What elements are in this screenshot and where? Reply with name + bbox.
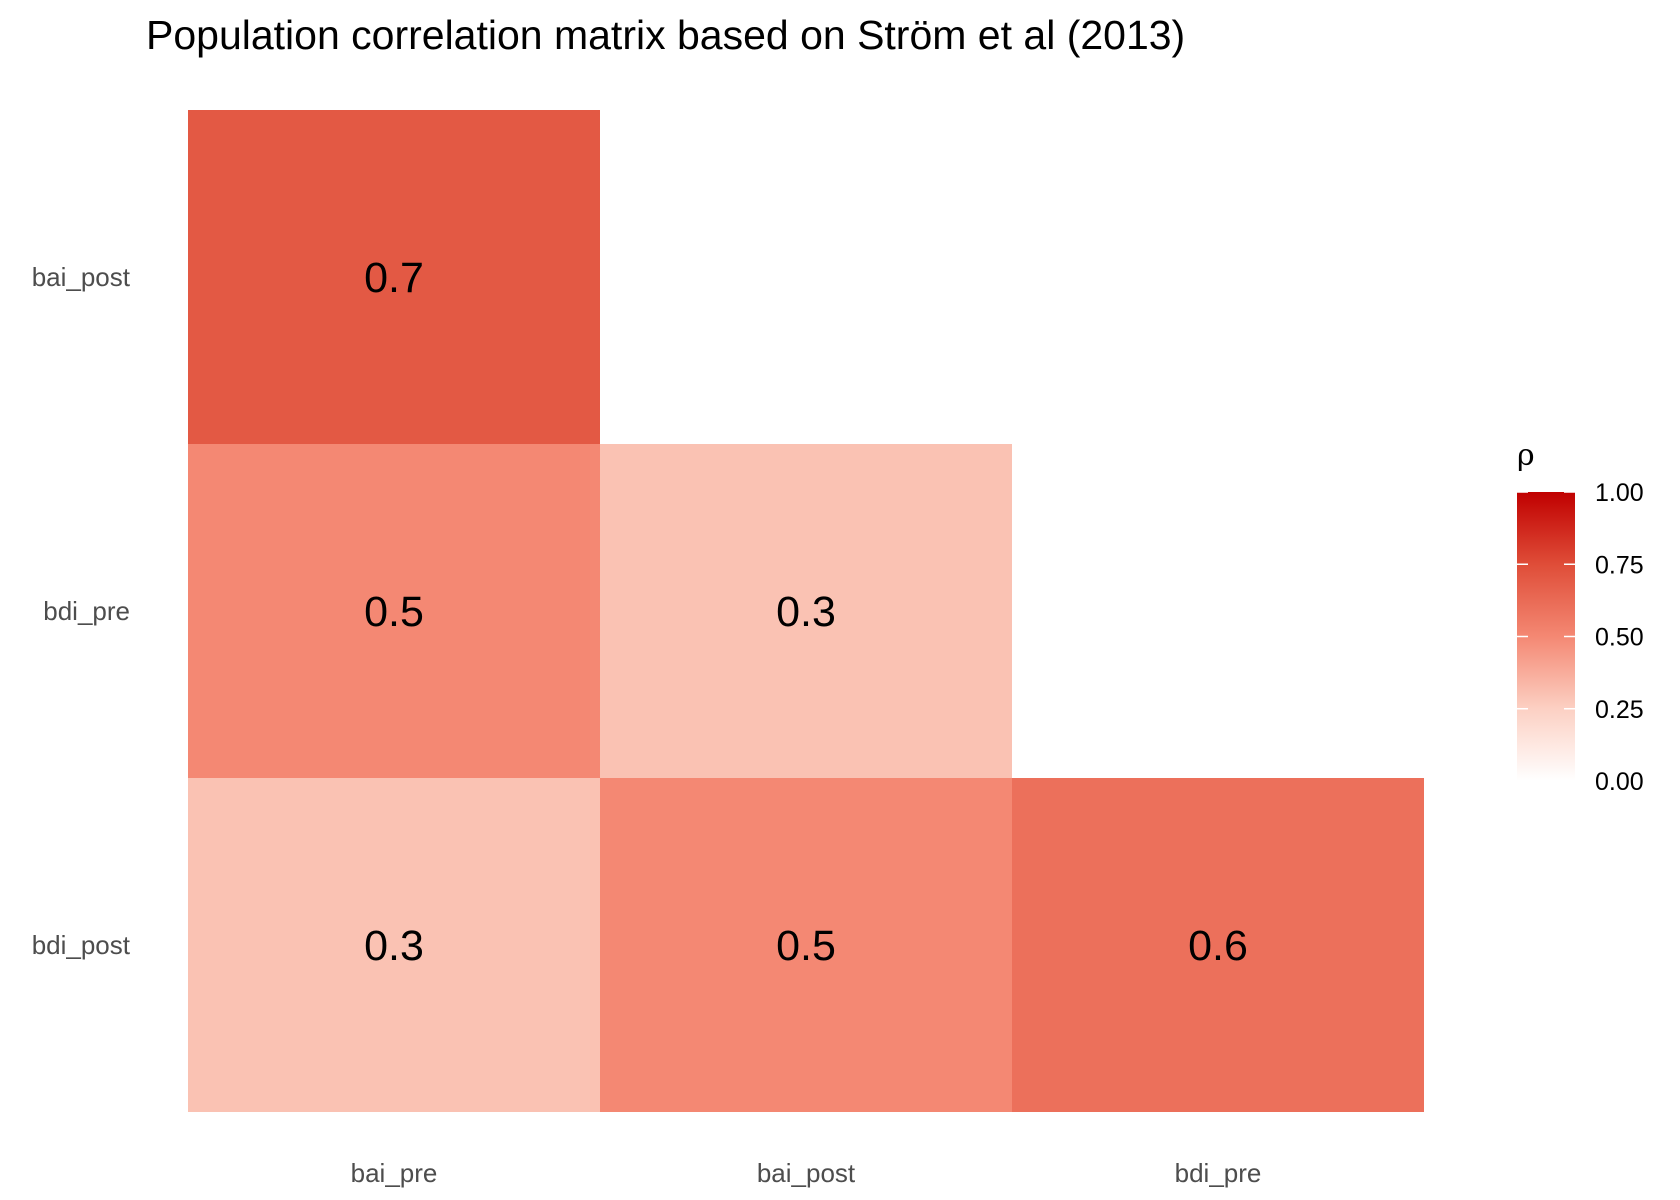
chart-title: Population correlation matrix based on S… xyxy=(146,12,1186,58)
legend-tick-label: 0.50 xyxy=(1595,624,1644,652)
x-tick-label-bdi_pre: bdi_pre xyxy=(1175,1158,1262,1188)
x-tick-label-bai_post: bai_post xyxy=(757,1158,856,1188)
heatmap-cells xyxy=(188,110,1424,1112)
y-axis-tick-labels: bai_post bdi_pre bdi_post xyxy=(32,262,131,960)
x-axis-tick-labels: bai_pre bai_post bdi_pre xyxy=(351,1158,1262,1188)
legend-tick-label: 1.00 xyxy=(1595,479,1644,507)
heatmap-cell-bdi_pre-bdi_post xyxy=(1012,778,1424,1112)
heatmap-cell-bai_pre-bdi_post xyxy=(188,778,600,1112)
legend-tick-label: 0.00 xyxy=(1595,768,1644,796)
y-tick-label-bdi_post: bdi_post xyxy=(32,930,131,960)
cell-value-label: 0.3 xyxy=(776,588,836,636)
heatmap-cell-labels: 0.7 0.5 0.3 0.3 0.5 0.6 xyxy=(364,254,1248,970)
color-legend: ρ 1.00 0.75 0.50 0.25 0.00 xyxy=(1517,438,1644,796)
heatmap-cell-bai_post-bdi_post xyxy=(600,778,1012,1112)
x-tick-label-bai_pre: bai_pre xyxy=(351,1158,438,1188)
y-tick-label-bai_post: bai_post xyxy=(32,262,131,292)
cell-value-label: 0.5 xyxy=(364,588,424,636)
y-tick-label-bdi_pre: bdi_pre xyxy=(43,596,130,626)
heatmap-cell-bai_pre-bai_post xyxy=(188,110,600,444)
legend-tick-label: 0.25 xyxy=(1595,696,1644,724)
cell-value-label: 0.5 xyxy=(776,922,836,970)
legend-title: ρ xyxy=(1517,438,1535,473)
heatmap-cell-bai_post-bdi_pre xyxy=(600,444,1012,778)
cell-value-label: 0.6 xyxy=(1188,922,1248,970)
heatmap-cell-bai_pre-bdi_pre xyxy=(188,444,600,778)
legend-tick-label: 0.75 xyxy=(1595,551,1644,579)
cell-value-label: 0.3 xyxy=(364,922,424,970)
cell-value-label: 0.7 xyxy=(364,254,424,302)
